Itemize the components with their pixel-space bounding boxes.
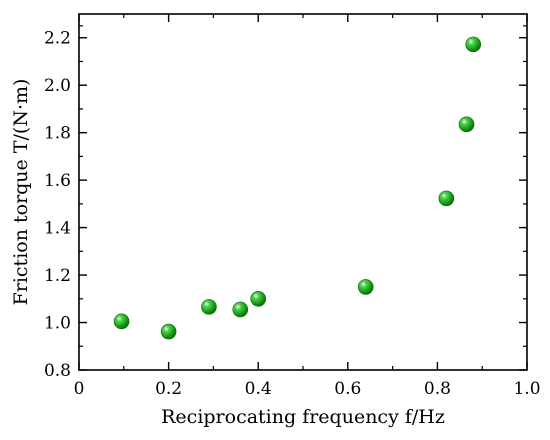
y-tick-label: 1.4 — [44, 219, 71, 239]
x-tick-label: 0.6 — [334, 379, 361, 399]
x-tick-label: 0.4 — [245, 379, 272, 399]
x-axis-label: Reciprocating frequency f/Hz — [161, 406, 445, 428]
data-point — [458, 116, 475, 133]
data-point — [357, 279, 374, 295]
x-tick-label: 1.0 — [513, 379, 540, 399]
y-tick-label: 1.0 — [44, 314, 71, 334]
plot-frame — [78, 13, 528, 371]
x-tick-label: 0.8 — [424, 379, 451, 399]
data-point — [250, 290, 267, 307]
data-point — [438, 190, 455, 207]
y-tick-label: 1.2 — [44, 266, 71, 286]
data-point — [465, 36, 482, 53]
tick-labels: 0 0.2 0.4 0.6 0.8 1.0 0.8 1.0 1.2 1.4 1.6 1.8 2.0 2.2 — [44, 29, 541, 399]
x-tick-label: 0 — [74, 379, 85, 399]
data-markers — [113, 36, 482, 340]
y-tick-label: 2.0 — [44, 76, 71, 96]
data-point — [232, 301, 249, 318]
axis-ticks — [78, 14, 528, 371]
y-tick-label: 2.2 — [44, 29, 71, 49]
data-point — [113, 313, 130, 330]
y-tick-label: 1.8 — [44, 124, 71, 144]
data-point — [160, 323, 177, 340]
x-tick-label: 0.2 — [155, 379, 182, 399]
y-tick-label: 0.8 — [44, 361, 71, 381]
y-axis-label: Friction torque T/(N·m) — [10, 79, 32, 306]
data-point — [201, 299, 217, 315]
y-tick-label: 1.6 — [44, 171, 71, 191]
